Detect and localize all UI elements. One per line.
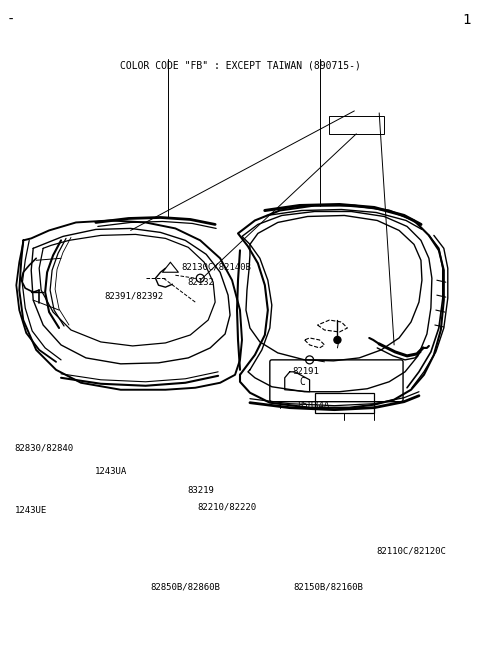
- Bar: [314, 393, 374, 413]
- Text: 85834A: 85834A: [297, 401, 329, 409]
- Text: 1243UA: 1243UA: [95, 466, 127, 476]
- Text: 82191: 82191: [292, 367, 319, 376]
- Text: 82830/82840: 82830/82840: [15, 443, 74, 452]
- Text: 82110C/82120C: 82110C/82120C: [376, 547, 446, 555]
- Text: COLOR CODE "FB" : EXCEPT TAIWAN (890715-): COLOR CODE "FB" : EXCEPT TAIWAN (890715-…: [120, 60, 360, 70]
- Text: 82210/82220: 82210/82220: [197, 503, 256, 512]
- Text: 82391/82392: 82391/82392: [104, 291, 163, 300]
- Bar: [329, 116, 384, 134]
- Text: 82130C/82140B: 82130C/82140B: [182, 263, 252, 271]
- Text: -: -: [6, 13, 15, 28]
- Text: 83219: 83219: [188, 486, 215, 495]
- Text: 82132: 82132: [188, 278, 215, 287]
- Text: C: C: [300, 376, 306, 387]
- Text: 1: 1: [462, 13, 471, 28]
- Text: 82150B/82160B: 82150B/82160B: [293, 582, 363, 591]
- Text: 82850B/82860B: 82850B/82860B: [150, 582, 220, 591]
- Text: 1243UE: 1243UE: [15, 506, 47, 515]
- Circle shape: [334, 336, 341, 344]
